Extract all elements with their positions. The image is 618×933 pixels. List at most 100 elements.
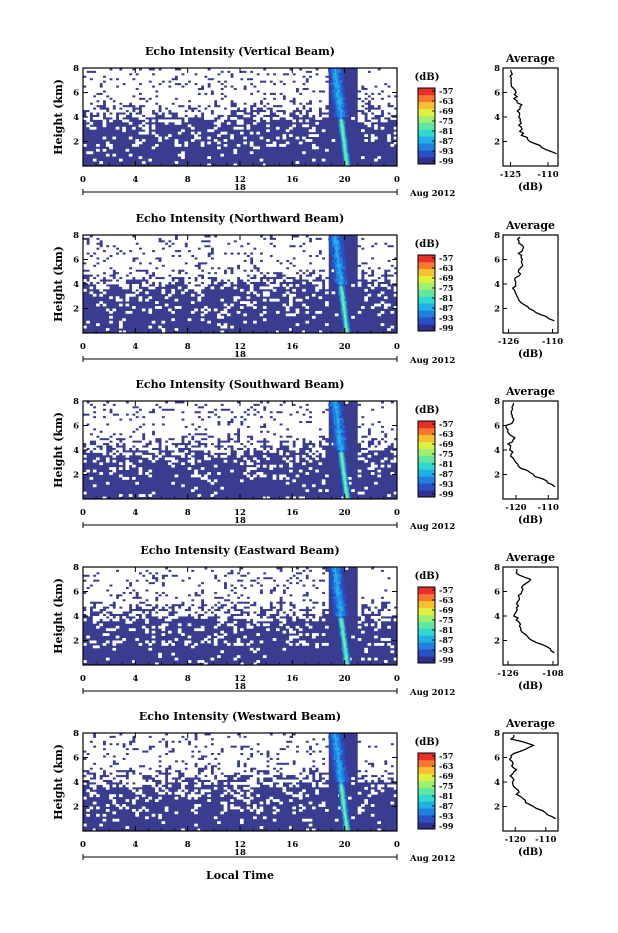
average-y-tick-label: 4 (494, 280, 500, 290)
no-data-cell (247, 107, 251, 110)
no-data-cell (230, 304, 234, 307)
no-data-cell (158, 90, 162, 93)
no-data-cell (145, 242, 149, 245)
no-data-cell (158, 267, 162, 270)
no-data-cell (312, 146, 316, 149)
no-data-cell (191, 428, 195, 431)
no-data-cell (148, 245, 152, 248)
no-data-cell (109, 316, 113, 319)
no-data-cell (384, 119, 388, 122)
no-data-cell (381, 250, 385, 253)
no-data-cell (204, 475, 208, 478)
no-data-cell (253, 117, 257, 120)
no-data-cell (181, 156, 185, 159)
no-data-cell (139, 445, 143, 448)
no-data-cell (296, 97, 300, 100)
no-data-cell (181, 110, 185, 113)
no-data-cell (312, 127, 316, 130)
no-data-cell (289, 240, 293, 243)
no-data-cell (129, 85, 133, 88)
no-data-cell (175, 102, 179, 105)
no-data-cell (296, 85, 300, 88)
no-data-cell (358, 284, 362, 287)
no-data-cell (224, 274, 228, 277)
no-data-cell (181, 129, 185, 132)
no-data-cell (247, 70, 251, 73)
no-data-cell (312, 250, 316, 253)
no-data-cell (145, 102, 149, 105)
no-data-cell (250, 97, 254, 100)
no-data-cell (126, 433, 130, 436)
no-data-cell (292, 267, 296, 270)
no-data-cell (109, 115, 113, 118)
no-data-cell (276, 264, 280, 267)
no-data-cell (96, 83, 100, 86)
no-data-cell (325, 264, 329, 267)
no-data-cell (126, 430, 130, 433)
no-data-cell (374, 267, 378, 270)
no-data-cell (99, 100, 103, 103)
no-data-cell (217, 237, 221, 240)
no-data-cell (243, 274, 247, 277)
no-data-cell (175, 240, 179, 243)
no-data-cell (116, 83, 120, 86)
no-data-cell (240, 83, 244, 86)
no-data-cell (129, 452, 133, 455)
no-data-cell (152, 70, 156, 73)
no-data-cell (181, 416, 185, 419)
no-data-cell (233, 269, 237, 272)
no-data-cell (204, 311, 208, 314)
no-data-cell (145, 247, 149, 250)
no-data-cell (86, 107, 90, 110)
no-data-cell (194, 408, 198, 411)
colorbar-tick-label: -75 (439, 116, 453, 126)
no-data-cell (250, 247, 254, 250)
no-data-cell (390, 269, 394, 272)
no-data-cell (152, 240, 156, 243)
no-data-cell (384, 73, 388, 76)
no-data-cell (126, 438, 130, 441)
no-data-cell (263, 102, 267, 105)
no-data-cell (175, 264, 179, 267)
no-data-cell (247, 88, 251, 91)
no-data-cell (214, 257, 218, 260)
no-data-cell (191, 75, 195, 78)
no-data-cell (148, 267, 152, 270)
no-data-cell (263, 95, 267, 98)
no-data-cell (266, 274, 270, 277)
no-data-cell (171, 272, 175, 275)
colorbar-segment (418, 296, 435, 303)
no-data-cell (289, 274, 293, 277)
no-data-cell (116, 245, 120, 248)
no-data-cell (299, 97, 303, 100)
no-data-cell (361, 264, 365, 267)
no-data-cell (148, 403, 152, 406)
no-data-cell (361, 90, 365, 93)
no-data-cell (260, 112, 264, 115)
no-data-cell (116, 435, 120, 438)
no-data-cell (148, 326, 152, 329)
no-data-cell (135, 262, 139, 265)
no-data-cell (148, 435, 152, 438)
no-data-cell (145, 240, 149, 243)
no-data-cell (214, 242, 218, 245)
no-data-cell (214, 433, 218, 436)
no-data-cell (387, 78, 391, 81)
no-data-cell (152, 421, 156, 424)
no-data-cell (142, 421, 146, 424)
no-data-cell (377, 304, 381, 307)
no-data-cell (289, 97, 293, 100)
no-data-cell (292, 252, 296, 255)
no-data-cell (122, 452, 126, 455)
no-data-cell (224, 97, 228, 100)
no-data-cell (175, 90, 179, 93)
echo-cell (345, 127, 346, 130)
no-data-cell (384, 110, 388, 113)
no-data-cell (96, 117, 100, 120)
no-data-cell (283, 250, 287, 253)
no-data-cell (276, 95, 280, 98)
no-data-cell (309, 83, 313, 86)
no-data-cell (126, 260, 130, 263)
no-data-cell (305, 90, 309, 93)
no-data-cell (315, 95, 319, 98)
